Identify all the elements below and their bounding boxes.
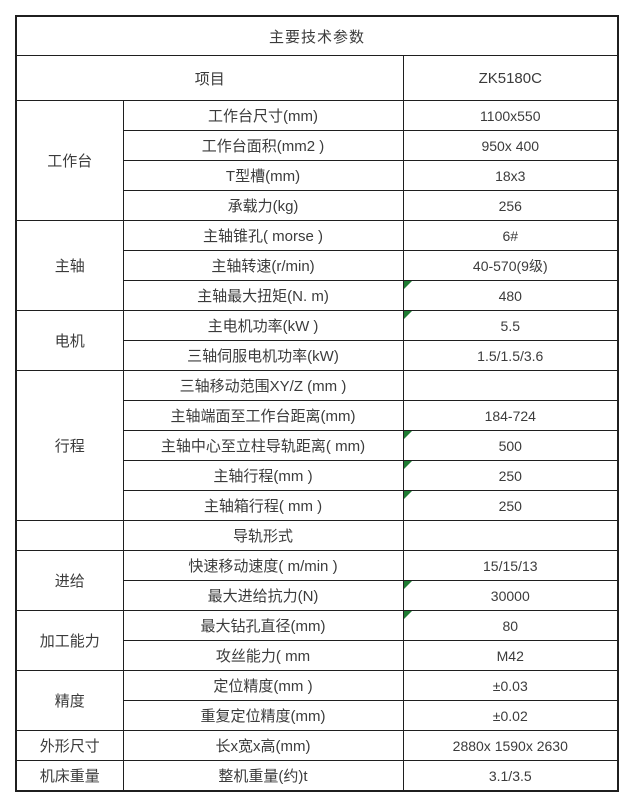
param-cell: 主轴箱行程( mm ) [122,490,404,522]
value-cell: 184-724 [402,400,619,432]
value-text: 250 [498,497,522,514]
value-cell: 3.1/3.5 [402,760,619,792]
table-row: 攻丝能力( mm M42 [16,640,619,672]
value-cell [402,520,619,552]
group-cell: 行程 [15,370,124,522]
value-cell: 5.5 [402,310,619,342]
table-title: 主要技术参数 [15,15,619,57]
param-cell: 长x宽x高(mm) [122,730,404,762]
table-row: 导轨形式 [15,520,619,552]
table-row: T型槽(mm) 18x3 [16,160,619,192]
value-cell: 1100x550 [402,100,619,132]
table-row: 主轴中心至立柱导轨距离( mm) 500 [16,430,619,462]
table-row: 主轴 主轴锥孔( morse ) 6# [15,220,619,312]
value-cell: M42 [402,640,619,672]
value-cell: 250 [402,460,619,492]
group-cell: 主轴 [15,220,124,312]
table-row: 主轴端面至工作台距离(mm) 184-724 [16,400,619,432]
value-text: 500 [498,437,522,454]
comment-flag-icon [404,461,412,470]
table-row: 主轴最大扭矩(N. m) 480 [16,280,619,312]
spec-table: 主要技术参数 项目 ZK5180C 工作台 工作台尺寸(mm) 1100x550… [15,15,620,792]
param-cell: 最大钻孔直径(mm) [122,610,404,642]
table-row: 主轴箱行程( mm ) 250 [16,490,619,522]
param-cell: 工作台尺寸(mm) [122,100,404,132]
comment-flag-icon [404,311,412,320]
param-cell: 三轴伺服电机功率(kW) [122,340,404,372]
param-cell: 主轴中心至立柱导轨距离( mm) [122,430,404,462]
value-cell: 80 [402,610,619,642]
value-cell: ±0.03 [402,670,619,702]
param-cell: 最大进给抗力(N) [122,580,404,612]
param-cell: 三轴移动范围XY/Z (mm ) [122,370,404,402]
value-cell: ±0.02 [402,700,619,732]
comment-flag-icon [404,431,412,440]
comment-flag-icon [404,281,412,290]
param-cell: 承载力(kg) [122,190,404,222]
value-cell: 30000 [402,580,619,612]
group-cell: 工作台 [15,100,124,222]
param-cell: 重复定位精度(mm) [122,700,404,732]
table-row: 行程 三轴移动范围XY/Z (mm ) [15,370,619,522]
param-cell: 主轴锥孔( morse ) [122,220,404,252]
value-text: 250 [498,467,522,484]
table-row: 外形尺寸 长x宽x高(mm) 2880x 1590x 2630 [15,730,619,762]
param-cell: 整机重量(约)t [122,760,404,792]
group-cell: 外形尺寸 [15,730,124,762]
value-cell: 15/15/13 [402,550,619,582]
value-cell: 250 [402,490,619,522]
value-cell: 950x 400 [402,130,619,162]
value-cell: 1.5/1.5/3.6 [402,340,619,372]
param-cell: 攻丝能力( mm [122,640,404,672]
comment-flag-icon [404,491,412,500]
table-row: 承载力(kg) 256 [16,190,619,222]
value-cell: 480 [402,280,619,312]
param-cell: 主轴端面至工作台距离(mm) [122,400,404,432]
table-row: 电机 主电机功率(kW ) 5.5 [15,310,619,372]
param-cell: 导轨形式 [122,520,404,552]
comment-flag-icon [404,581,412,590]
param-cell: 主轴行程(mm ) [122,460,404,492]
value-text: 480 [498,287,522,304]
value-cell: 6# [402,220,619,252]
value-text: 30000 [490,587,530,604]
value-cell: 256 [402,190,619,222]
group-cell: 机床重量 [15,760,124,792]
column-header-model: ZK5180C [402,55,619,102]
param-cell: 定位精度(mm ) [122,670,404,702]
column-header-item: 项目 [15,55,404,102]
group-cell: 加工能力 [15,610,124,672]
value-cell [402,370,619,402]
table-row: 机床重量 整机重量(约)t 3.1/3.5 [15,760,619,792]
group-cell: 精度 [15,670,124,732]
param-cell: 主电机功率(kW ) [122,310,404,342]
table-row: 工作台 工作台尺寸(mm) 1100x550 [15,100,619,222]
value-cell: 500 [402,430,619,462]
value-cell: 40-570(9级) [402,250,619,282]
table-row: 主轴行程(mm ) 250 [16,460,619,492]
table-row: 加工能力 最大钻孔直径(mm) 80 [15,610,619,672]
value-text: 80 [502,617,519,634]
param-cell: 工作台面积(mm2 ) [122,130,404,162]
group-cell [15,520,124,552]
table-row: 主要技术参数 [15,15,619,57]
value-cell: 2880x 1590x 2630 [402,730,619,762]
table-row: 主轴转速(r/min) 40-570(9级) [16,250,619,282]
param-cell: 主轴最大扭矩(N. m) [122,280,404,312]
table-row: 精度 定位精度(mm ) ±0.03 [15,670,619,732]
param-cell: 快速移动速度( m/min ) [122,550,404,582]
comment-flag-icon [404,611,412,620]
table-row: 进给 快速移动速度( m/min ) 15/15/13 [15,550,619,612]
table-row: 项目 ZK5180C [15,55,619,102]
value-text: 5.5 [500,317,520,334]
param-cell: 主轴转速(r/min) [122,250,404,282]
group-cell: 进给 [15,550,124,612]
group-cell: 电机 [15,310,124,372]
table-row: 最大进给抗力(N) 30000 [16,580,619,612]
value-cell: 18x3 [402,160,619,192]
param-cell: T型槽(mm) [122,160,404,192]
table-row: 工作台面积(mm2 ) 950x 400 [16,130,619,162]
